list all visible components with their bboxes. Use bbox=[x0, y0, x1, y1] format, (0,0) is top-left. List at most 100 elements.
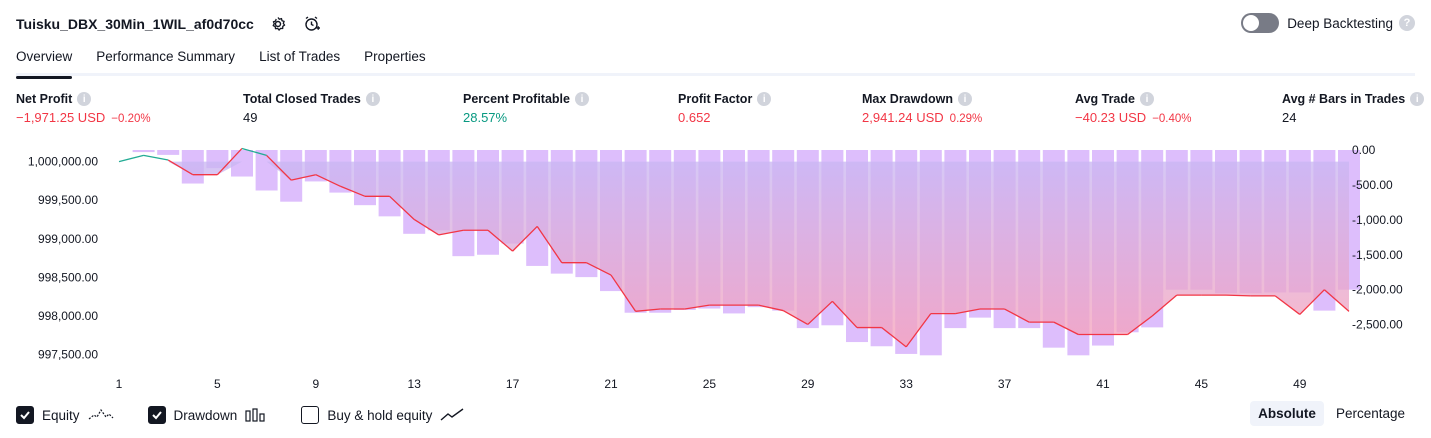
x-axis-tick-label: 45 bbox=[1195, 377, 1209, 391]
x-axis-tick-label: 21 bbox=[604, 377, 618, 391]
info-icon[interactable]: i bbox=[958, 92, 972, 106]
equity-line-segment bbox=[266, 154, 292, 181]
metric-value: 28.57% bbox=[463, 110, 508, 125]
x-axis-tick-label: 13 bbox=[408, 377, 422, 391]
equity-drawdown-chart[interactable]: 1,000,000.00 999,500.00 999,000.00 998,500.… bbox=[0, 138, 1431, 400]
metric-label: Total Closed Trades bbox=[243, 92, 361, 106]
equity-checkbox[interactable] bbox=[16, 406, 34, 424]
add-alert-icon[interactable] bbox=[302, 14, 322, 34]
drawdown-checkbox[interactable] bbox=[147, 406, 166, 424]
metric-sub-value: 0.29% bbox=[949, 113, 983, 125]
left-axis: 1,000,000.00 999,500.00 999,000.00 998,500.… bbox=[28, 155, 98, 362]
equity-line-segment bbox=[586, 262, 612, 276]
left-axis-tick-label: 997,500.00 bbox=[38, 348, 98, 362]
equity-area bbox=[119, 161, 1349, 347]
right-axis-tick-label: -1,500.00 bbox=[1352, 248, 1403, 262]
legend-equity[interactable]: Equity bbox=[16, 406, 114, 424]
chart-legend: Equity Drawdown Buy & hold equity bbox=[16, 404, 498, 426]
metric-label: Net Profit bbox=[16, 92, 73, 106]
line-chart-icon bbox=[88, 408, 114, 422]
tab-performance-summary[interactable]: Performance Summary bbox=[96, 49, 236, 64]
metric-label: Max Drawdown bbox=[862, 92, 953, 106]
left-axis-tick-label: 1,000,000.00 bbox=[28, 155, 98, 169]
percentage-mode-button[interactable]: Percentage bbox=[1335, 406, 1405, 421]
info-icon[interactable]: i bbox=[1139, 92, 1154, 106]
info-icon[interactable]: i bbox=[757, 92, 772, 106]
metric-label: Profit Factor bbox=[678, 92, 753, 106]
metric-avg-bars: Avg # Bars in Trades i 24 bbox=[1282, 92, 1425, 125]
right-axis: 0.00 -500.00 -1,000.00 -1,500.00 -2,000.00 -2… bbox=[1352, 143, 1403, 332]
help-icon[interactable]: ? bbox=[1399, 15, 1415, 31]
equity-line-segment bbox=[1004, 308, 1030, 323]
buy-hold-checkbox[interactable] bbox=[301, 406, 320, 424]
tab-list-of-trades[interactable]: List of Trades bbox=[259, 49, 341, 64]
metric-value: −1,971.25 USD bbox=[16, 110, 106, 125]
equity-line-segment bbox=[1127, 315, 1153, 336]
info-icon[interactable]: i bbox=[574, 92, 589, 106]
metric-label: Avg # Bars in Trades bbox=[1282, 92, 1406, 106]
display-mode-switch: Absolute Percentage bbox=[1246, 401, 1413, 426]
equity-line-segment bbox=[1274, 295, 1301, 315]
equity-line-segment bbox=[118, 154, 144, 163]
right-axis-tick-label: 0.00 bbox=[1352, 143, 1376, 157]
metric-value: 49 bbox=[243, 110, 258, 125]
drawdown-bar bbox=[132, 150, 155, 153]
metric-label: Avg Trade bbox=[1075, 92, 1135, 106]
equity-area-fill bbox=[119, 161, 1349, 347]
deep-backtesting: Deep Backtesting ? bbox=[1241, 13, 1415, 33]
tab-properties[interactable]: Properties bbox=[364, 49, 426, 64]
left-axis-tick-label: 998,500.00 bbox=[38, 270, 98, 284]
equity-line-segment bbox=[1053, 321, 1079, 336]
legend-drawdown[interactable]: Drawdown bbox=[147, 406, 268, 424]
metric-value: 0.652 bbox=[678, 110, 711, 125]
equity-line-segment bbox=[1225, 294, 1251, 297]
equity-line-segment bbox=[340, 185, 366, 197]
deep-backtesting-toggle[interactable] bbox=[1241, 13, 1280, 33]
info-icon[interactable]: i bbox=[365, 92, 380, 106]
right-axis-tick-label: -2,500.00 bbox=[1352, 318, 1403, 332]
x-axis-tick-label: 33 bbox=[900, 377, 914, 391]
equity-line-segment bbox=[413, 218, 440, 236]
x-axis-tick-label: 41 bbox=[1096, 377, 1110, 391]
equity-line-segment bbox=[610, 274, 637, 312]
gear-icon[interactable] bbox=[268, 14, 288, 34]
metric-value: 24 bbox=[1282, 110, 1297, 125]
x-axis-tick-label: 17 bbox=[506, 377, 520, 391]
deep-backtesting-label: Deep Backtesting bbox=[1287, 15, 1393, 31]
trend-line-icon bbox=[440, 408, 464, 422]
metrics-row: Net Profit i −1,971.25 USD −0.20% Total Cl… bbox=[16, 92, 1425, 132]
legend-buy-hold-label: Buy & hold equity bbox=[327, 407, 433, 423]
absolute-mode-button[interactable]: Absolute bbox=[1250, 401, 1324, 426]
tab-overview[interactable]: Overview bbox=[16, 44, 73, 79]
metric-avg-trade: Avg Trade i −40.23 USD −0.40% bbox=[1075, 92, 1192, 125]
metric-sub-value: −0.20% bbox=[111, 113, 151, 125]
equity-line-segment bbox=[536, 226, 563, 264]
x-axis-tick-label: 25 bbox=[703, 377, 717, 391]
left-axis-tick-label: 998,000.00 bbox=[38, 309, 98, 323]
equity-line-segment bbox=[241, 147, 267, 157]
equity-line-segment bbox=[315, 174, 341, 187]
equity-line-segment bbox=[1323, 289, 1350, 312]
equity-line-segment bbox=[635, 308, 661, 312]
tab-bar: Overview Performance Summary List of Tra… bbox=[16, 44, 1415, 79]
equity-line-segment bbox=[143, 154, 169, 161]
x-axis-tick-label: 1 bbox=[116, 377, 123, 391]
info-icon[interactable]: i bbox=[77, 92, 92, 106]
info-icon[interactable]: i bbox=[1410, 92, 1425, 106]
equity-line bbox=[118, 147, 1350, 348]
legend-buy-hold[interactable]: Buy & hold equity bbox=[301, 406, 464, 424]
metric-value: −40.23 USD bbox=[1075, 110, 1147, 125]
x-axis-tick-label: 37 bbox=[998, 377, 1012, 391]
right-axis-tick-label: -2,000.00 bbox=[1352, 283, 1403, 297]
x-axis-tick-label: 49 bbox=[1293, 377, 1307, 391]
metric-percent-profitable: Percent Profitable i 28.57% bbox=[463, 92, 589, 125]
metric-profit-factor: Profit Factor i 0.652 bbox=[678, 92, 772, 125]
bar-chart-icon bbox=[245, 408, 267, 422]
legend-drawdown-label: Drawdown bbox=[173, 407, 238, 423]
drawdown-bar bbox=[157, 150, 180, 155]
equity-line-segment bbox=[438, 229, 464, 236]
equity-line-segment bbox=[684, 304, 710, 310]
x-axis-tick-label: 5 bbox=[214, 377, 221, 391]
right-axis-tick-label: -1,000.00 bbox=[1352, 213, 1403, 227]
legend-equity-label: Equity bbox=[42, 407, 80, 423]
